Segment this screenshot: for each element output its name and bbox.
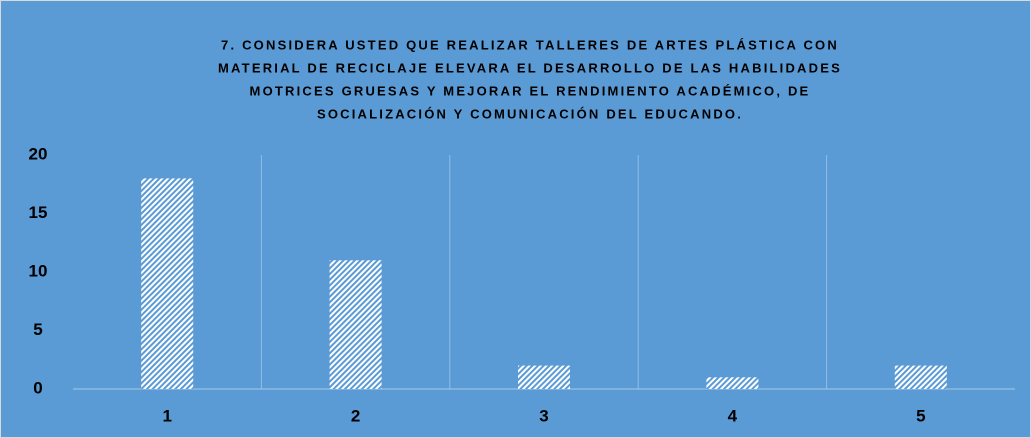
y-tick-label: 15 — [29, 203, 48, 222]
chart-title: MATERIAL DE RECICLAJE ELEVARA EL DESARRO… — [218, 60, 842, 75]
bar — [894, 365, 947, 389]
bar — [706, 377, 759, 389]
y-tick-label: 5 — [33, 320, 42, 339]
y-tick-label: 20 — [29, 144, 48, 163]
x-tick-label: 2 — [351, 406, 360, 425]
x-tick-label: 5 — [916, 406, 925, 425]
chart-title: SOCIALIZACIÓN Y COMUNICACIÓN DEL EDUCAND… — [317, 106, 743, 121]
x-tick-label: 1 — [162, 406, 171, 425]
y-tick-label: 0 — [33, 378, 42, 397]
x-tick-label: 4 — [728, 406, 738, 425]
chart-title: MOTRICES GRUESAS Y MEJORAR EL RENDIMIENT… — [250, 83, 811, 98]
y-tick-label: 10 — [29, 261, 48, 280]
chart-title: 7. CONSIDERA USTED QUE REALIZAR TALLERES… — [221, 37, 839, 52]
bar — [518, 365, 570, 389]
bar — [141, 178, 194, 389]
x-tick-label: 3 — [539, 406, 548, 425]
bar — [329, 260, 382, 389]
